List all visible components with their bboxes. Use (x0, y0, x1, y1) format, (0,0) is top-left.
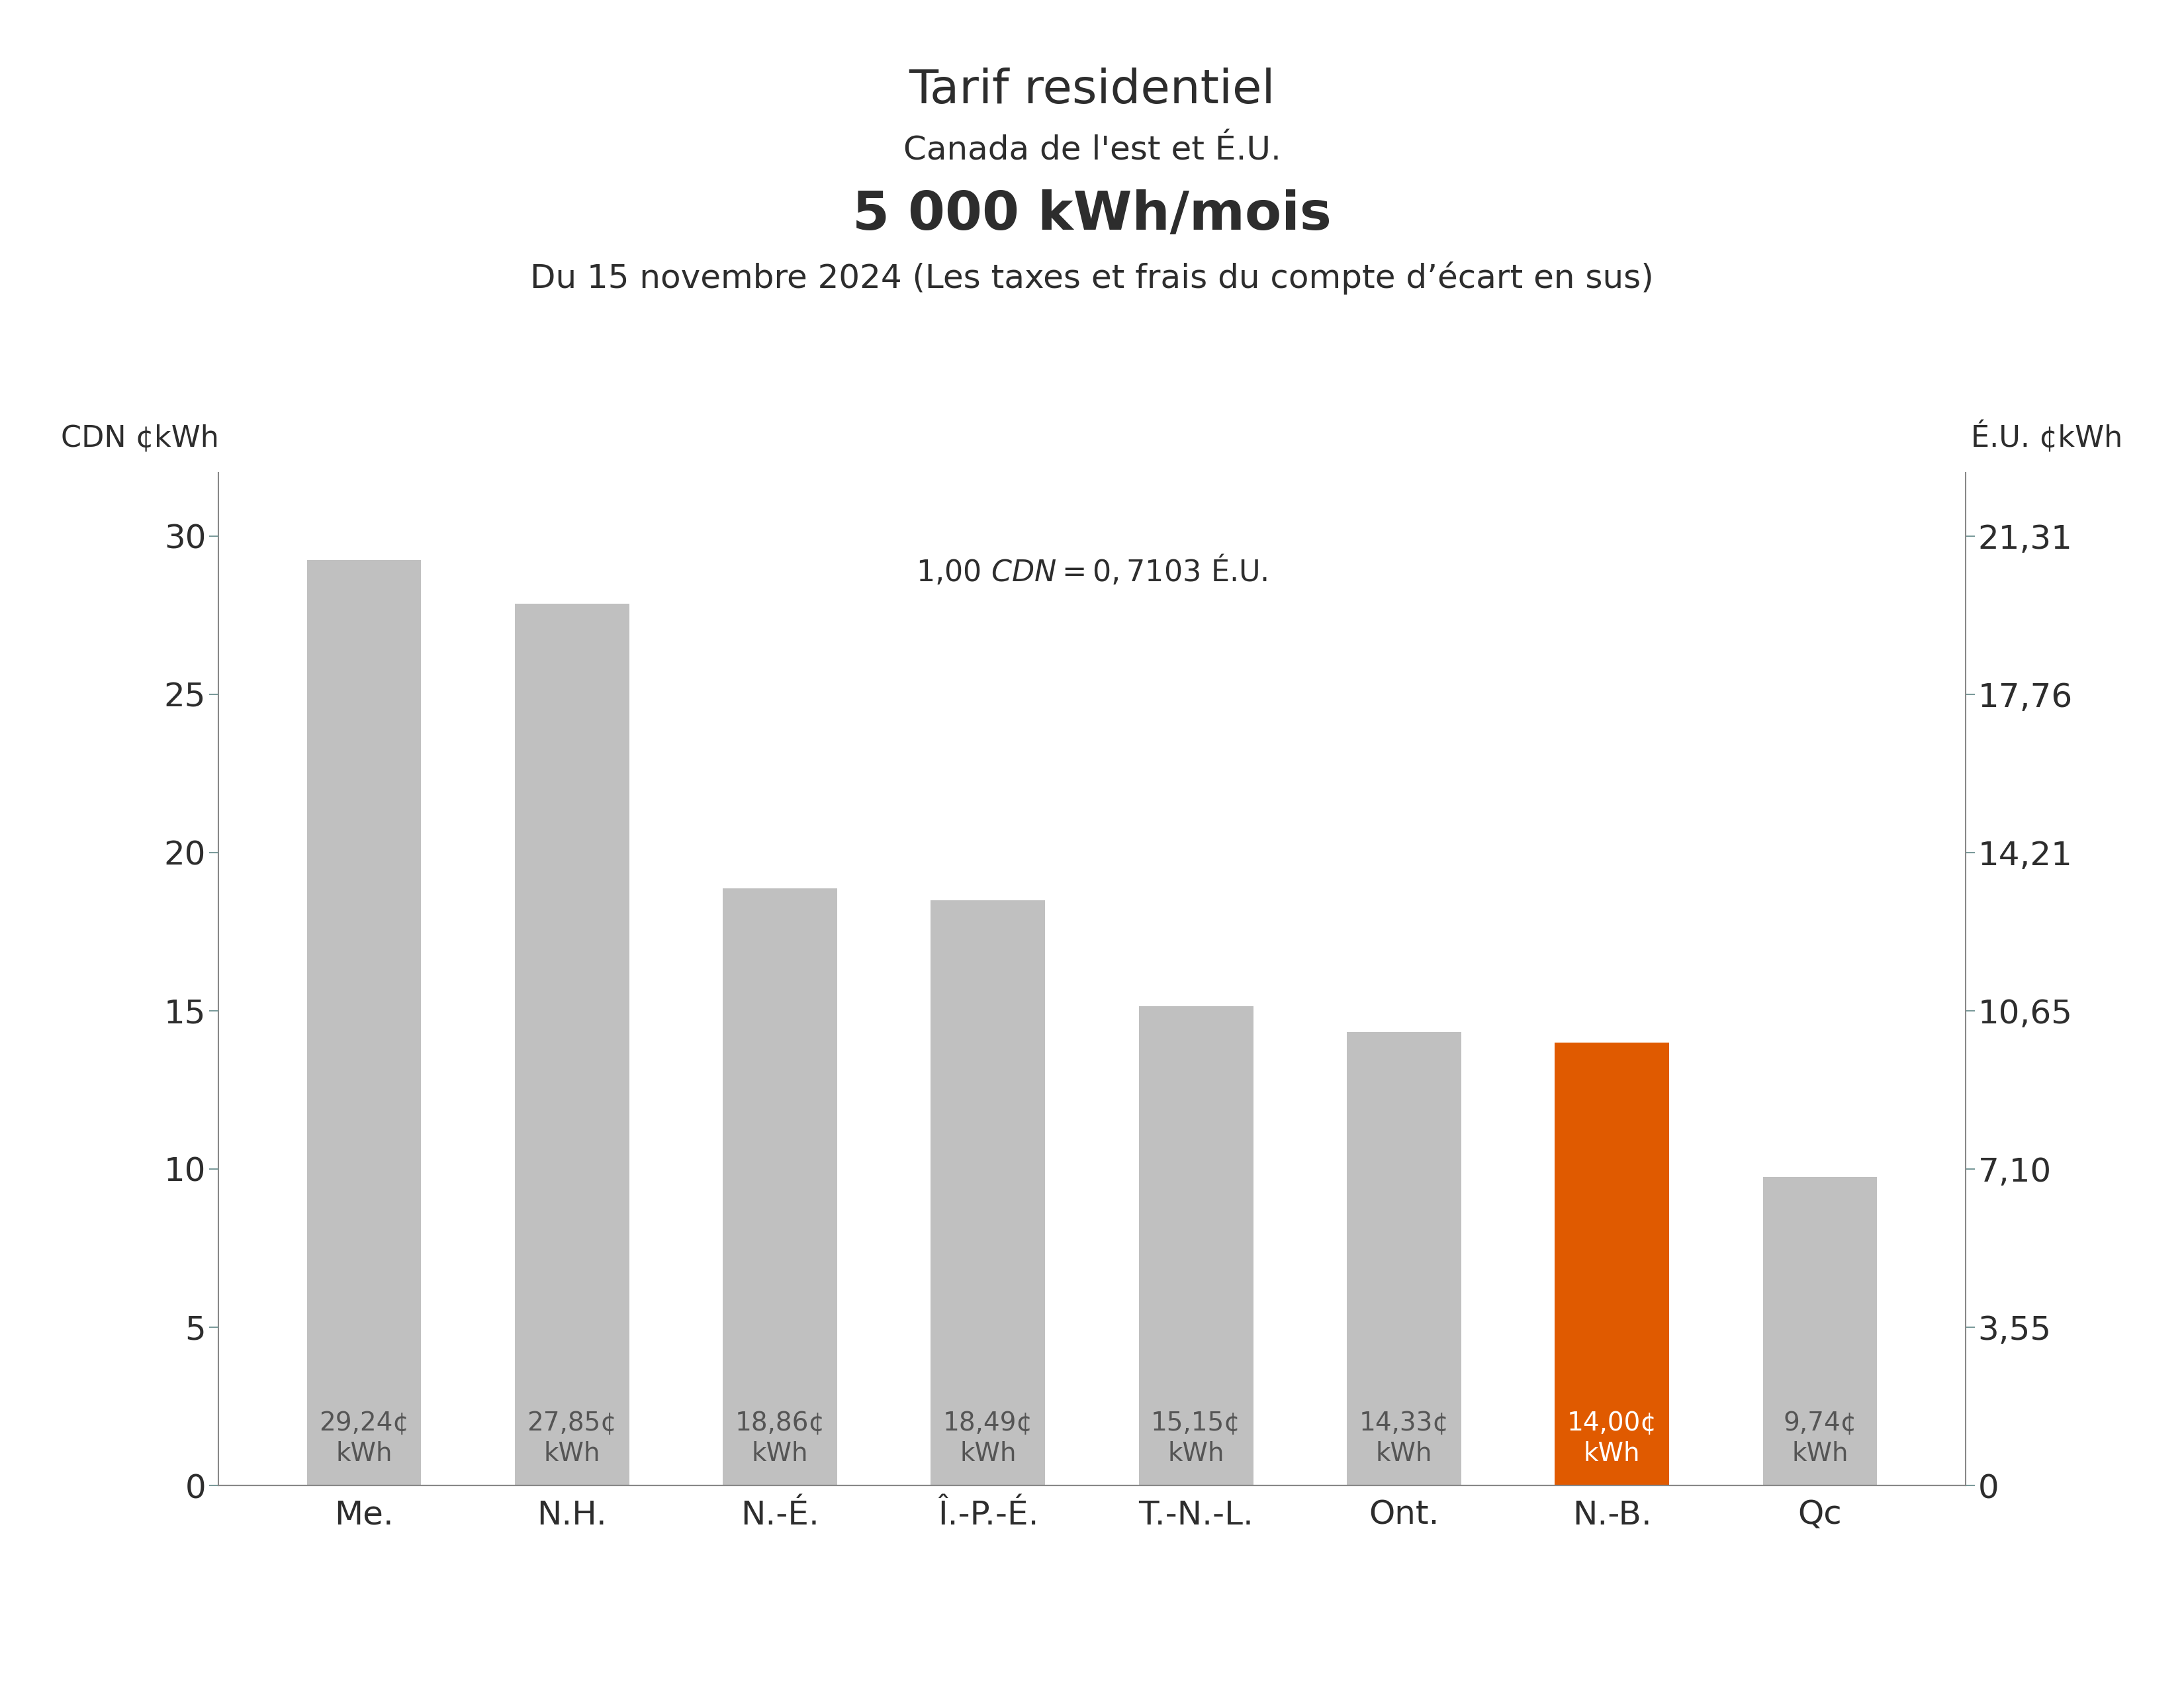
Bar (1348, 1031, 1461, 1485)
Bar (723, 888, 836, 1485)
Text: CDN ¢kWh: CDN ¢kWh (61, 424, 218, 452)
Text: Du 15 novembre 2024 (Les taxes et frais du compte d’écart en sus): Du 15 novembre 2024 (Les taxes et frais … (531, 262, 1653, 295)
Text: 14,33¢
kWh: 14,33¢ kWh (1358, 1409, 1448, 1467)
Bar (306, 560, 422, 1485)
Text: 18,86¢
kWh: 18,86¢ kWh (734, 1409, 826, 1467)
Bar (1555, 1041, 1669, 1485)
Text: 14,00¢
kWh: 14,00¢ kWh (1566, 1409, 1658, 1467)
Text: Canada de l'est et É.U.: Canada de l'est et É.U. (904, 135, 1280, 167)
Text: 1,00 $ CDN = 0,7103 $ É.U.: 1,00 $ CDN = 0,7103 $ É.U. (917, 554, 1267, 587)
Text: 29,24¢
kWh: 29,24¢ kWh (319, 1409, 408, 1467)
Text: É.U. ¢kWh: É.U. ¢kWh (1972, 420, 2123, 452)
Text: 9,74¢
kWh: 9,74¢ kWh (1782, 1409, 1856, 1467)
Text: 18,49¢
kWh: 18,49¢ kWh (943, 1409, 1033, 1467)
Bar (1138, 1006, 1254, 1485)
Text: 27,85¢
kWh: 27,85¢ kWh (526, 1409, 618, 1467)
Bar (930, 900, 1046, 1485)
Bar (1762, 1177, 1878, 1485)
Text: 15,15¢
kWh: 15,15¢ kWh (1151, 1409, 1241, 1467)
Bar (515, 604, 629, 1485)
Text: 5 000 kWh/mois: 5 000 kWh/mois (852, 189, 1332, 241)
Text: Tarif residentiel: Tarif residentiel (909, 68, 1275, 113)
